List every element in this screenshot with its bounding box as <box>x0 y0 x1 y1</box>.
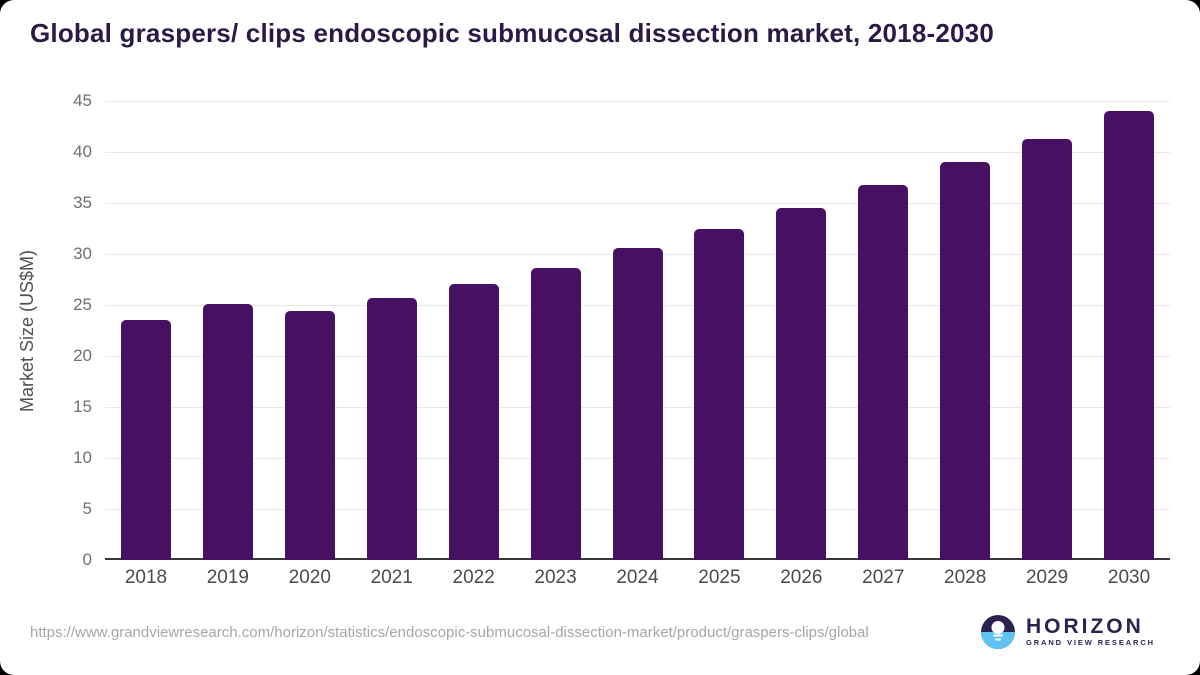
x-tick-label-2030: 2030 <box>1107 567 1151 588</box>
x-tick-label-2019: 2019 <box>206 567 250 588</box>
plot-area <box>105 101 1170 560</box>
bar-2027 <box>858 184 909 560</box>
bar-2026 <box>776 208 827 560</box>
bar-2020 <box>284 311 335 560</box>
source-url: https://www.grandviewresearch.com/horizo… <box>30 624 869 641</box>
bar-2024 <box>612 247 663 560</box>
x-tick-label-2029: 2029 <box>1025 567 1069 588</box>
y-tick-label-15: 15 <box>73 397 92 416</box>
logo-name: HORIZON <box>1025 615 1144 638</box>
x-tick-label-2022: 2022 <box>452 567 495 588</box>
y-axis-ticks: 0 5 10 15 20 25 30 35 40 45 <box>0 92 92 569</box>
x-tick-label-2024: 2024 <box>616 567 659 588</box>
page-title: Global graspers/ clips endoscopic submuc… <box>30 18 994 48</box>
gridline-45 <box>105 101 1170 102</box>
logo-text: HORIZON GRAND VIEW RESEARCH <box>1026 616 1155 648</box>
y-tick-label-10: 10 <box>73 448 92 467</box>
x-tick-label-2025: 2025 <box>698 567 741 588</box>
y-tick-label-0: 0 <box>82 550 92 569</box>
bar-2019 <box>202 303 253 560</box>
x-tick-label-2020: 2020 <box>288 567 331 588</box>
y-tick-label-45: 45 <box>73 91 92 110</box>
y-tick-label-35: 35 <box>73 193 92 212</box>
bar-2025 <box>694 228 745 560</box>
bar-2030 <box>1104 111 1155 560</box>
gridline-35 <box>105 203 1170 204</box>
logo-subtitle: GRAND VIEW RESEARCH <box>1025 638 1155 647</box>
x-axis-labels: 2018 2019 2020 2021 2022 2023 2024 2025 2026 2027… <box>105 567 1170 593</box>
y-tick-label-5: 5 <box>82 499 92 518</box>
x-tick-label-2018: 2018 <box>124 567 168 588</box>
x-tick-label-2026: 2026 <box>780 567 823 588</box>
x-tick-label-2021: 2021 <box>370 567 413 588</box>
bar-2022 <box>448 283 499 560</box>
x-tick-label-2027: 2027 <box>862 567 905 588</box>
gridline-40 <box>105 152 1170 153</box>
bar-2023 <box>530 268 581 560</box>
bar-2018 <box>120 320 171 560</box>
horizon-logo-icon <box>980 615 1015 649</box>
y-tick-label-30: 30 <box>73 244 92 263</box>
y-tick-label-40: 40 <box>73 142 92 161</box>
x-tick-label-2023: 2023 <box>534 567 577 588</box>
horizon-logo: HORIZON GRAND VIEW RESEARCH <box>980 614 1155 650</box>
bar-2021 <box>366 297 417 560</box>
bar-2029 <box>1022 138 1073 560</box>
y-tick-label-25: 25 <box>73 295 92 314</box>
bar-2028 <box>940 162 991 560</box>
y-tick-label-20: 20 <box>73 346 92 365</box>
x-tick-label-2028: 2028 <box>944 567 987 588</box>
